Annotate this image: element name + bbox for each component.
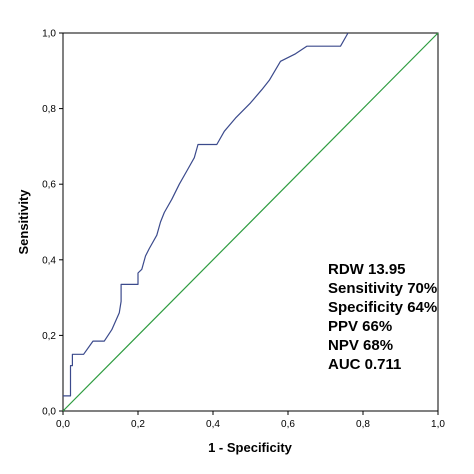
y-axis-ticks: 0,0 0,2 0,4 0,6 0,8 1,0 [42, 29, 63, 418]
y-tick-label: 0,6 [42, 180, 56, 191]
annotation-cutoff: RDW 13.95 [328, 261, 406, 278]
x-tick-label: 0,0 [56, 419, 70, 430]
y-tick-label: 0,8 [42, 104, 56, 115]
y-tick-label: 1,0 [42, 29, 56, 40]
annotation-auc: AUC 0.711 [328, 356, 401, 373]
x-axis-label: 1 - Specificity [208, 440, 293, 455]
x-axis-ticks: 0,0 0,2 0,4 0,6 0,8 1,0 [56, 411, 445, 430]
y-axis-label: Sensitivity [16, 189, 31, 255]
annotation-specificity: Specificity 64% [328, 299, 437, 316]
x-tick-label: 1,0 [431, 419, 445, 430]
annotation-box: RDW 13.95 Sensitivity 70% Specificity 64… [328, 261, 437, 373]
series-layer [62, 32, 439, 412]
x-tick-label: 0,8 [356, 419, 370, 430]
annotation-npv: NPV 68% [328, 337, 393, 354]
roc-curve-line [63, 32, 349, 397]
x-tick-label: 0,2 [131, 419, 145, 430]
reference-diagonal-line [62, 32, 439, 412]
y-tick-label: 0,2 [42, 331, 56, 342]
x-tick-label: 0,6 [281, 419, 295, 430]
y-tick-label: 0,4 [42, 255, 56, 266]
annotation-ppv: PPV 66% [328, 318, 392, 335]
y-tick-label: 0,0 [42, 407, 56, 418]
annotation-sensitivity: Sensitivity 70% [328, 280, 437, 297]
x-tick-label: 0,4 [206, 419, 220, 430]
